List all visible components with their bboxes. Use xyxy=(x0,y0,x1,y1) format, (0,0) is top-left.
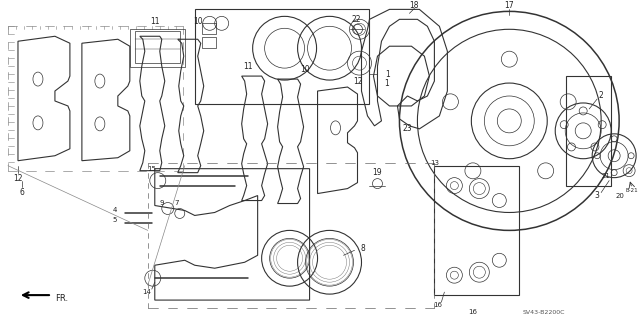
Text: 5: 5 xyxy=(113,218,117,223)
Text: 12: 12 xyxy=(353,77,362,85)
Text: 9: 9 xyxy=(159,199,164,205)
Text: 15: 15 xyxy=(147,166,156,172)
Text: 4: 4 xyxy=(113,207,117,213)
Text: 1: 1 xyxy=(384,78,389,87)
Text: 19: 19 xyxy=(372,168,382,177)
Bar xyxy=(195,9,369,104)
Text: 10: 10 xyxy=(193,17,202,26)
Text: 1: 1 xyxy=(385,70,390,78)
Text: FR.: FR. xyxy=(55,293,68,303)
Text: 16: 16 xyxy=(433,302,442,308)
Text: 17: 17 xyxy=(504,1,514,10)
Text: 3: 3 xyxy=(595,191,600,200)
Text: 11: 11 xyxy=(243,62,252,70)
Bar xyxy=(566,76,611,186)
Bar xyxy=(130,29,185,67)
Text: 23: 23 xyxy=(403,124,412,133)
Text: 2: 2 xyxy=(599,92,604,100)
Bar xyxy=(202,37,216,48)
Text: 13: 13 xyxy=(430,160,439,166)
Bar xyxy=(435,166,519,295)
Text: 18: 18 xyxy=(410,1,419,10)
Bar xyxy=(202,23,216,34)
Text: 20: 20 xyxy=(616,193,625,198)
Text: 16: 16 xyxy=(468,309,477,315)
Text: SV43-B2200C: SV43-B2200C xyxy=(523,309,566,315)
Text: 12: 12 xyxy=(13,174,23,183)
Text: 8: 8 xyxy=(360,244,365,253)
Text: 11: 11 xyxy=(150,17,159,26)
Text: 6: 6 xyxy=(20,188,24,197)
Text: 21: 21 xyxy=(602,173,611,179)
Text: 22: 22 xyxy=(352,15,361,24)
Text: 10: 10 xyxy=(300,65,309,74)
Text: 7: 7 xyxy=(175,199,179,205)
Text: 14: 14 xyxy=(142,289,151,295)
Text: B-21: B-21 xyxy=(626,188,639,193)
